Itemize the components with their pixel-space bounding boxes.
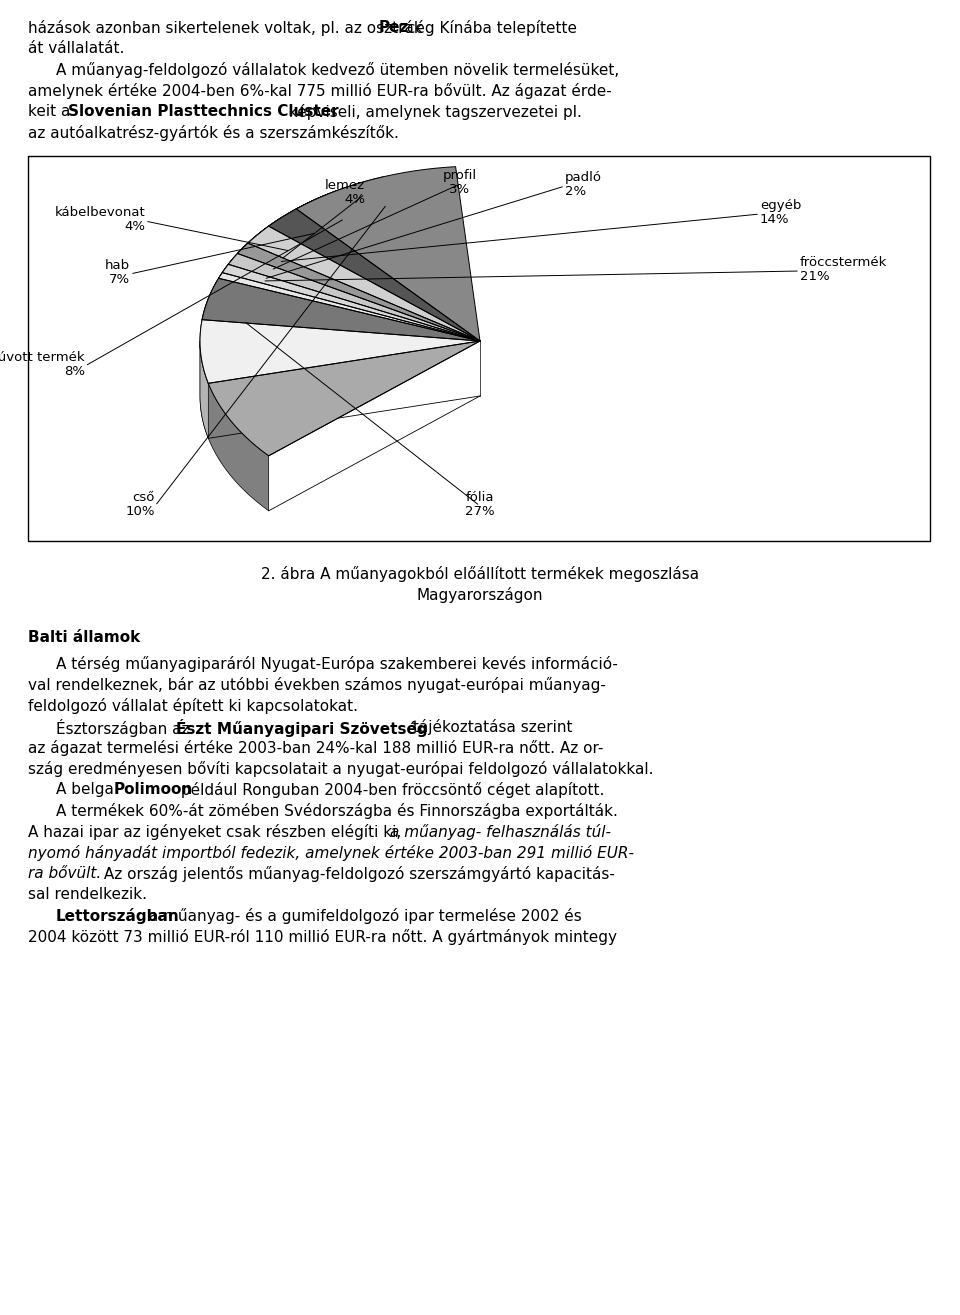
Text: ra bővült.: ra bővült. (28, 867, 101, 881)
Text: 4%: 4% (124, 220, 145, 233)
Polygon shape (200, 187, 480, 384)
Text: az ágazat termelési értéke 2003-ban 24%-kal 188 millió EUR-ra nőtt. Az or-: az ágazat termelési értéke 2003-ban 24%-… (28, 740, 604, 756)
Text: sal rendelkezik.: sal rendelkezik. (28, 888, 147, 902)
Polygon shape (200, 196, 480, 456)
Polygon shape (200, 345, 269, 510)
Polygon shape (219, 258, 480, 341)
Text: Magyarországon: Magyarországon (417, 586, 543, 604)
Text: 8%: 8% (64, 366, 85, 377)
Text: Slovenian Plasttechnics Cluster: Slovenian Plasttechnics Cluster (68, 104, 339, 118)
Text: házások azonban sikertelenek voltak, pl. az osztrák: házások azonban sikertelenek voltak, pl.… (28, 20, 427, 36)
Text: 27%: 27% (466, 505, 494, 518)
Text: 21%: 21% (800, 270, 829, 283)
Text: A műanyag-feldolgozó vállalatok kedvező ütemben növelik termelésüket,: A műanyag-feldolgozó vállalatok kedvező … (56, 62, 619, 78)
Text: Észtországban az: Észtországban az (56, 719, 194, 736)
Polygon shape (248, 191, 480, 341)
Text: cég Kínába telepítette: cég Kínába telepítette (402, 20, 577, 36)
Text: A termékek 60%-át zömében Svédországba és Finnországba exportálták.: A termékek 60%-át zömében Svédországba é… (56, 803, 618, 819)
Text: 2%: 2% (565, 185, 587, 199)
Text: fúvott termék: fúvott termék (0, 351, 85, 364)
Text: az autóalkatrész-gyártók és a szerszámkészítők.: az autóalkatrész-gyártók és a szerszámké… (28, 125, 398, 141)
Text: amelynek értéke 2004-ben 6%-kal 775 millió EUR-ra bővült. Az ágazat érde-: amelynek értéke 2004-ben 6%-kal 775 mill… (28, 83, 612, 99)
Text: 2. ábra A műanyagokból előállított termékek megoszlása: 2. ábra A műanyagokból előállított termé… (261, 565, 699, 583)
Text: 3%: 3% (449, 183, 470, 196)
Text: például Ronguban 2004-ben fröccsöntő céget alapított.: például Ronguban 2004-ben fröccsöntő cég… (176, 782, 605, 798)
Text: hab: hab (105, 259, 130, 272)
Text: padló: padló (565, 171, 602, 184)
Text: A belga: A belga (56, 782, 119, 797)
Text: fólia: fólia (466, 490, 494, 504)
Text: nyomó hányadát importból fedezik, amelynek értéke 2003-ban 291 millió EUR-: nyomó hányadát importból fedezik, amelyn… (28, 846, 634, 861)
Polygon shape (203, 193, 480, 341)
Text: A térség műanyagiparáról Nyugat-Európa szakemberei kevés információ-: A térség műanyagiparáról Nyugat-Európa s… (56, 656, 618, 672)
Text: szág eredményesen bővíti kapcsolatait a nyugat-európai feldolgozó vállalatokkal.: szág eredményesen bővíti kapcsolatait a … (28, 761, 654, 777)
Text: 7%: 7% (108, 274, 130, 285)
Bar (28, 156, 930, 540)
Text: val rendelkeznek, bár az utóbbi években számos nyugat-európai műanyag-: val rendelkeznek, bár az utóbbi években … (28, 677, 606, 693)
Text: tájékoztatása szerint: tájékoztatása szerint (408, 719, 572, 735)
Text: profil: profil (443, 170, 477, 181)
Text: 2004 között 73 millió EUR-ról 110 millió EUR-ra nőtt. A gyártmányok mintegy: 2004 között 73 millió EUR-ról 110 millió… (28, 928, 617, 945)
Text: Pez: Pez (379, 20, 409, 36)
Polygon shape (223, 243, 480, 341)
Text: Észt Műanyagipari Szövetség: Észt Műanyagipari Szövetség (176, 719, 427, 736)
Text: 14%: 14% (760, 213, 789, 226)
Text: a műanyag- felhasználás túl-: a műanyag- felhasználás túl- (390, 825, 611, 840)
Text: képviseli, amelynek tagszervezetei pl.: képviseli, amelynek tagszervezetei pl. (284, 104, 582, 120)
Text: fröccstermék: fröccstermék (800, 256, 887, 270)
Text: át vállalatát.: át vállalatát. (28, 41, 125, 57)
Text: keit a: keit a (28, 104, 75, 118)
Text: lemez: lemez (324, 179, 365, 192)
Polygon shape (237, 218, 480, 341)
Text: A hazai ipar az igényeket csak részben elégíti ki,: A hazai ipar az igényeket csak részben e… (28, 825, 406, 840)
Text: Az ország jelentős műanyag-feldolgozó szerszámgyártó kapacitás-: Az ország jelentős műanyag-feldolgozó sz… (99, 867, 614, 882)
Text: kábelbevonat: kábelbevonat (55, 206, 145, 220)
Polygon shape (269, 176, 480, 341)
Text: a műanyag- és a gumifeldolgozó ipar termelése 2002 és: a műanyag- és a gumifeldolgozó ipar term… (144, 907, 582, 924)
Text: 4%: 4% (344, 193, 365, 206)
Text: Lettországban: Lettországban (56, 907, 180, 924)
Text: cső: cső (132, 490, 155, 504)
Polygon shape (228, 227, 480, 341)
Text: egyéb: egyéb (760, 199, 802, 212)
Text: 10%: 10% (126, 505, 155, 518)
Polygon shape (297, 167, 480, 341)
Text: feldolgozó vállalat épített ki kapcsolatokat.: feldolgozó vállalat épített ki kapcsolat… (28, 698, 358, 714)
Text: Balti államok: Balti államok (28, 630, 140, 644)
Text: Polimoon: Polimoon (114, 782, 193, 797)
Polygon shape (200, 342, 208, 438)
